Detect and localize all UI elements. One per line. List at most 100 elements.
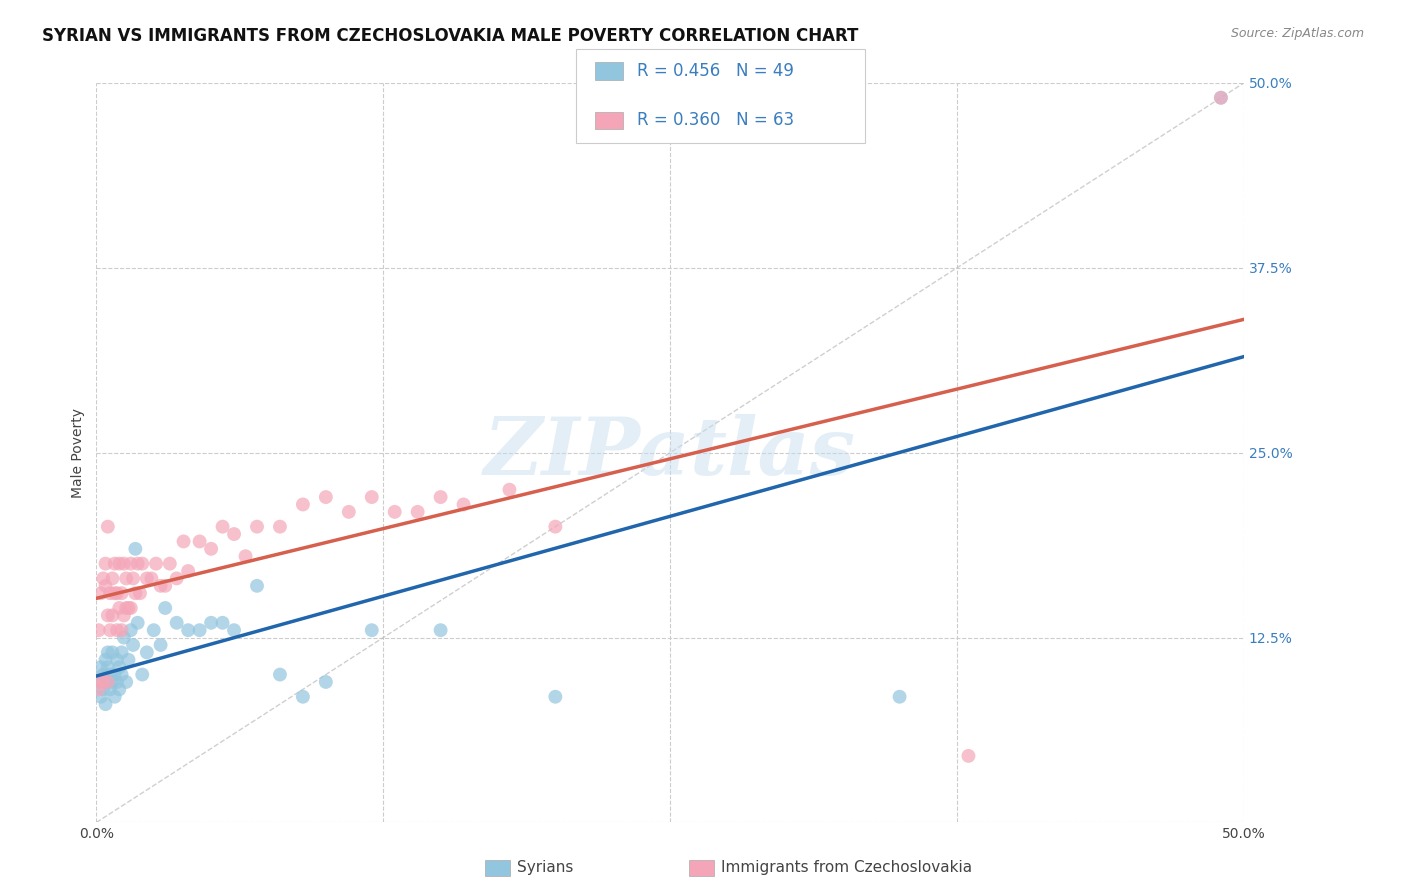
Point	[101, 571, 124, 585]
Text: SYRIAN VS IMMIGRANTS FROM CZECHOSLOVAKIA MALE POVERTY CORRELATION CHART: SYRIAN VS IMMIGRANTS FROM CZECHOSLOVAKIA…	[42, 27, 859, 45]
Point	[211, 519, 233, 533]
Point	[120, 623, 142, 637]
Point	[94, 653, 117, 667]
Point	[97, 660, 120, 674]
Point	[98, 667, 121, 681]
Point	[112, 608, 135, 623]
Point	[141, 571, 163, 585]
Point	[97, 519, 120, 533]
Point	[149, 579, 172, 593]
Point	[889, 690, 911, 704]
Point	[120, 601, 142, 615]
Point	[246, 519, 269, 533]
Text: Source: ZipAtlas.com: Source: ZipAtlas.com	[1230, 27, 1364, 40]
Point	[149, 638, 172, 652]
Point	[360, 490, 382, 504]
Point	[291, 690, 314, 704]
Point	[104, 557, 127, 571]
Point	[110, 645, 132, 659]
Point	[115, 601, 138, 615]
Point	[90, 660, 112, 674]
Point	[142, 623, 165, 637]
Point	[360, 623, 382, 637]
Point	[90, 675, 112, 690]
Point	[117, 601, 139, 615]
Point	[101, 675, 124, 690]
Point	[173, 534, 195, 549]
Text: ZIPatlas: ZIPatlas	[484, 414, 856, 491]
Point	[105, 586, 128, 600]
Point	[110, 586, 132, 600]
Point	[429, 490, 451, 504]
Point	[188, 534, 211, 549]
Point	[104, 690, 127, 704]
Point	[98, 623, 121, 637]
Point	[91, 682, 114, 697]
Point	[124, 541, 146, 556]
Point	[544, 690, 567, 704]
Point	[122, 638, 145, 652]
Point	[153, 601, 176, 615]
Point	[269, 667, 291, 681]
Point	[129, 586, 152, 600]
Point	[222, 623, 245, 637]
Point	[104, 667, 127, 681]
Point	[315, 490, 337, 504]
Point	[90, 690, 112, 704]
Point	[200, 615, 222, 630]
Point	[269, 519, 291, 533]
Point	[429, 623, 451, 637]
Point	[108, 682, 131, 697]
Point	[315, 675, 337, 690]
Point	[135, 571, 157, 585]
Point	[90, 586, 112, 600]
Point	[153, 579, 176, 593]
Point	[110, 623, 132, 637]
Point	[115, 571, 138, 585]
Point	[97, 675, 120, 690]
Text: R = 0.360   N = 63: R = 0.360 N = 63	[637, 112, 794, 129]
Point	[127, 615, 149, 630]
Point	[131, 557, 153, 571]
Point	[98, 586, 121, 600]
Point	[127, 557, 149, 571]
Point	[200, 541, 222, 556]
Point	[98, 682, 121, 697]
Point	[97, 645, 120, 659]
Point	[97, 675, 120, 690]
Point	[91, 571, 114, 585]
Point	[115, 675, 138, 690]
Point	[117, 653, 139, 667]
Point	[1209, 91, 1232, 105]
Point	[498, 483, 520, 497]
Text: R = 0.456   N = 49: R = 0.456 N = 49	[637, 62, 794, 80]
Text: Immigrants from Czechoslovakia: Immigrants from Czechoslovakia	[721, 861, 973, 875]
Point	[384, 505, 406, 519]
Point	[87, 675, 110, 690]
Point	[222, 527, 245, 541]
Point	[957, 748, 980, 763]
Point	[105, 623, 128, 637]
Point	[124, 586, 146, 600]
Point	[291, 498, 314, 512]
Point	[166, 571, 188, 585]
Point	[104, 586, 127, 600]
Point	[110, 667, 132, 681]
Point	[544, 519, 567, 533]
Point	[188, 623, 211, 637]
Point	[177, 623, 200, 637]
Point	[94, 579, 117, 593]
Point	[91, 667, 114, 681]
Point	[177, 564, 200, 578]
Text: Syrians: Syrians	[517, 861, 574, 875]
Point	[105, 675, 128, 690]
Point	[120, 557, 142, 571]
Point	[112, 631, 135, 645]
Point	[337, 505, 360, 519]
Point	[406, 505, 429, 519]
Point	[94, 697, 117, 711]
Point	[135, 645, 157, 659]
Point	[122, 571, 145, 585]
Point	[112, 557, 135, 571]
Point	[108, 660, 131, 674]
